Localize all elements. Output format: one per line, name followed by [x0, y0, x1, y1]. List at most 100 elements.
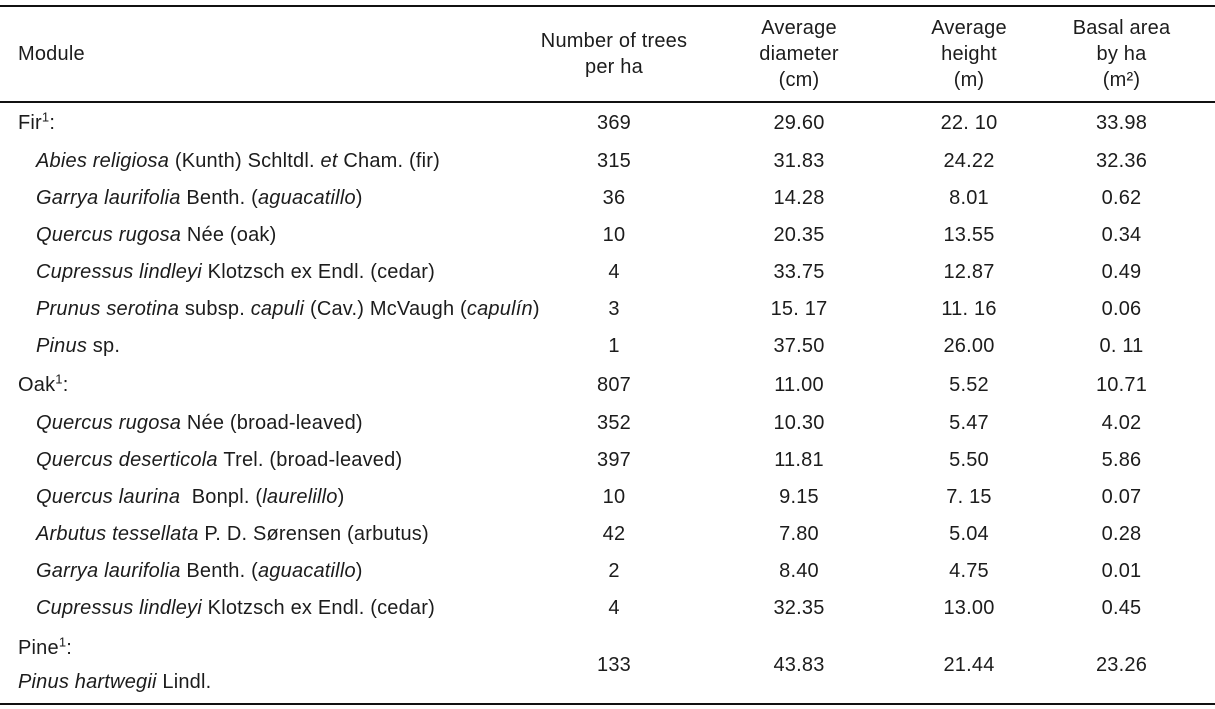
value-cell: 36	[602, 187, 626, 209]
name-text: (Kunth) Schltdl.	[174, 150, 321, 172]
module-name-cell: Quercus laurina Bonpl. (laurelillo)	[0, 486, 540, 509]
module-group-row: Fir1: 369 29.60 22. 10 33.98	[0, 103, 1215, 143]
value-cell: 7.80	[779, 523, 819, 545]
name-text: aguacatillo	[257, 187, 356, 209]
value-cell: 31.83	[773, 150, 825, 172]
value-cell: 26.00	[943, 335, 995, 357]
value-cell: 24.22	[943, 150, 995, 172]
value-cell: 4.75	[949, 560, 989, 582]
name-text: Benth. (	[186, 560, 258, 582]
value-cell: 0.07	[1101, 486, 1142, 508]
species-row: Abies religiosa (Kunth) Schltdl. et Cham…	[0, 143, 1215, 180]
value-cell: 8.01	[949, 187, 989, 209]
header-line: (m)	[953, 69, 985, 91]
name-text: Quercus deserticola	[36, 449, 224, 471]
value-cell: 7. 15	[946, 486, 992, 508]
header-line: Average	[931, 17, 1007, 39]
value-cell: 4	[608, 261, 620, 283]
value-cell: 13.55	[943, 224, 995, 246]
column-header-module: Module	[0, 41, 540, 67]
footnote-marker: 1	[58, 634, 67, 650]
value-cell: 22. 10	[940, 111, 998, 134]
value-cell: 5.52	[949, 373, 989, 396]
name-text: subsp.	[184, 298, 251, 320]
name-text: Née (broad-leaved)	[186, 412, 363, 434]
value-cell: 0.28	[1101, 523, 1142, 545]
value-cell: 807	[597, 373, 631, 396]
module-name-cell: Oak1:	[0, 372, 540, 397]
value-cell: 8.40	[779, 560, 819, 582]
column-header-trees-per-ha: Number of trees per ha	[540, 28, 688, 80]
module-name-cell: Quercus rugosa Née (oak)	[0, 224, 540, 247]
value-cell: 23.26	[1095, 653, 1148, 676]
module-name-cell: Arbutus tessellata P. D. Sørensen (arbut…	[0, 523, 540, 546]
name-text: Quercus rugosa	[36, 224, 187, 246]
name-text: Bonpl. (	[185, 486, 263, 508]
name-text: Pinus	[36, 335, 93, 357]
value-cell: 32.36	[1095, 150, 1148, 172]
value-cell: 5.47	[949, 412, 989, 434]
name-text: )	[355, 187, 363, 209]
value-cell: 369	[597, 111, 631, 134]
column-header-average-height: Average height (m)	[910, 15, 1028, 93]
header-line: (m²)	[1102, 69, 1141, 91]
species-row: Cupressus lindleyi Klotzsch ex Endl. (ce…	[0, 590, 1215, 627]
value-cell: 0.01	[1101, 560, 1142, 582]
species-table: Module Number of trees per ha Average di…	[0, 5, 1215, 705]
table-header-row: Module Number of trees per ha Average di…	[0, 7, 1215, 103]
value-cell: 10	[602, 486, 626, 508]
name-text: :	[66, 637, 73, 659]
name-text: Garrya laurifolia	[36, 560, 187, 582]
module-name-cell: Cupressus lindleyi Klotzsch ex Endl. (ce…	[0, 597, 540, 620]
name-text: et	[320, 150, 338, 172]
name-text: Klotzsch ex Endl. (cedar)	[207, 597, 435, 619]
module-name-cell: Cupressus lindleyi Klotzsch ex Endl. (ce…	[0, 261, 540, 284]
name-text: Pinus hartwegii	[18, 671, 163, 693]
module-name-cell: Quercus rugosa Née (broad-leaved)	[0, 412, 540, 435]
module-name-cell: Pinus sp.	[0, 335, 540, 358]
value-cell: 0.62	[1101, 187, 1142, 209]
name-text: Oak	[18, 373, 56, 396]
value-cell: 10.30	[773, 412, 825, 434]
name-text: Klotzsch ex Endl. (cedar)	[207, 261, 435, 283]
value-cell: 20.35	[773, 224, 825, 246]
name-text: )	[355, 560, 363, 582]
species-row: Pinus sp. 1 37.50 26.00 0. 11	[0, 328, 1215, 365]
name-text: Abies religiosa	[36, 150, 175, 172]
value-cell: 2	[608, 560, 620, 582]
value-cell: 0.34	[1101, 224, 1142, 246]
value-cell: 21.44	[943, 653, 995, 676]
value-cell: 0.45	[1101, 597, 1142, 619]
value-cell: 10	[602, 224, 626, 246]
name-text: Benth. (	[186, 187, 258, 209]
value-cell: 4	[608, 597, 620, 619]
module-name-cell: Garrya laurifolia Benth. (aguacatillo)	[0, 187, 540, 210]
name-text: Cham. (fir)	[337, 150, 441, 172]
value-cell: 42	[602, 523, 626, 545]
header-line: (cm)	[778, 69, 820, 91]
name-text: )	[532, 298, 540, 320]
header-line: height	[941, 43, 997, 65]
name-text: Fir	[18, 111, 42, 134]
header-line: Number of trees	[540, 30, 688, 52]
module-name-line: Pine1:	[18, 631, 540, 665]
value-cell: 0.49	[1101, 261, 1142, 283]
species-row: Quercus rugosa Née (oak) 10 20.35 13.55 0.34	[0, 217, 1215, 254]
value-cell: 9.15	[779, 486, 819, 508]
value-cell: 15. 17	[770, 298, 828, 320]
name-text: capuli	[250, 298, 310, 320]
species-row: Arbutus tessellata P. D. Sørensen (arbut…	[0, 516, 1215, 553]
name-text: Quercus laurina	[36, 486, 186, 508]
module-group-row: Oak1: 807 11.00 5.52 10.71	[0, 365, 1215, 405]
value-cell: 315	[597, 150, 631, 172]
header-line: by ha	[1096, 43, 1147, 65]
species-row: Prunus serotina subsp. capuli (Cav.) McV…	[0, 291, 1215, 328]
species-row: Quercus laurina Bonpl. (laurelillo) 10 9.1…	[0, 479, 1215, 516]
value-cell: 37.50	[773, 335, 825, 357]
value-cell: 29.60	[773, 111, 825, 134]
value-cell: 33.98	[1095, 111, 1148, 134]
species-row: Garrya laurifolia Benth. (aguacatillo) 36…	[0, 180, 1215, 217]
module-name-line: Pinus hartwegii Lindl.	[18, 665, 540, 699]
module-name-cell: Prunus serotina subsp. capuli (Cav.) McV…	[0, 298, 540, 321]
value-cell: 133	[597, 653, 631, 676]
